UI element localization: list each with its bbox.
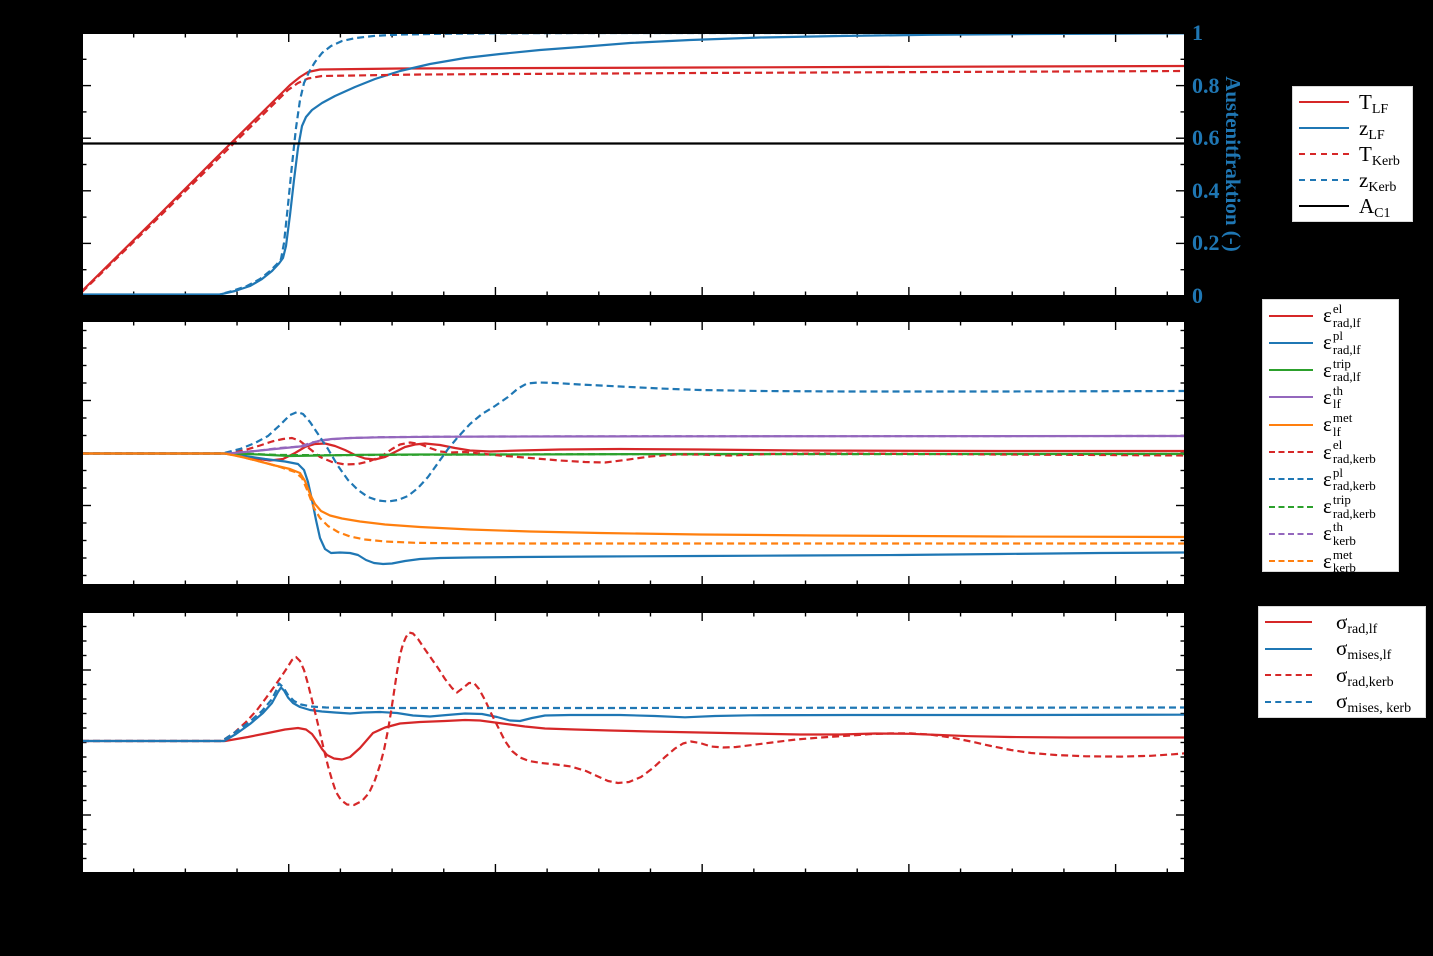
legend-label: ε trip rad,kerb [1323, 491, 1376, 521]
legend-entry: ε trip rad,kerb [1269, 493, 1392, 520]
legend-entry: T LF [1299, 89, 1406, 117]
legend-line-sample [1269, 341, 1313, 344]
series-z_LF [83, 34, 1184, 295]
right-axis-tick-label: 0.6 [1192, 125, 1220, 151]
legend-line-sample [1299, 205, 1349, 207]
legend-line-sample [1269, 560, 1313, 563]
legend-entry: σ mises,lf [1265, 636, 1419, 664]
legend-label: σ mises,lf [1336, 636, 1392, 664]
series-z_Kerb [83, 34, 1184, 295]
legend-entry: ε pl rad,lf [1269, 329, 1392, 356]
legend-line-sample [1265, 674, 1312, 677]
series-eps_trip_rad_kerb [83, 452, 1184, 457]
series-sigma_mises_lf [83, 686, 1184, 743]
legend-entry: A C1 [1299, 193, 1406, 221]
legend-entry: σ rad,kerb [1265, 662, 1419, 690]
right-axis-tick-label: 1 [1192, 20, 1203, 45]
legend-entry: ε th kerb [1269, 520, 1392, 547]
series-eps_pl_rad_lf [83, 452, 1184, 566]
series-eps_pl_rad_kerb [83, 381, 1184, 503]
legend-entry: ε met kerb [1269, 546, 1392, 576]
legend-label: ε el rad,kerb [1323, 437, 1376, 467]
legend-label: ε pl rad,lf [1323, 328, 1361, 357]
right-axis-tick-label: 0.4 [1192, 177, 1220, 203]
legend-line-sample [1269, 369, 1313, 372]
legend-line-sample [1269, 451, 1313, 454]
series-eps_th_kerb [83, 434, 1184, 455]
legend-middle: ε el rad,lf ε pl rad,lf ε trip rad,lf ε th lf ε met lf… [1262, 299, 1399, 576]
legend-line-sample [1265, 647, 1312, 650]
legend-entry: σ mises, kerb [1265, 689, 1419, 717]
legend-line-sample [1299, 179, 1349, 181]
legend-line-sample [1269, 505, 1313, 508]
legend-entry: ε el rad,kerb [1269, 438, 1392, 465]
legend-line-sample [1299, 153, 1349, 155]
legend-label: ε met lf [1323, 410, 1353, 439]
legend-label: ε met kerb [1323, 546, 1356, 576]
legend-label: ε th lf [1323, 382, 1343, 412]
legend-line-sample [1269, 532, 1313, 535]
legend-label: z Kerb [1359, 167, 1397, 195]
legend-label: ε th kerb [1323, 519, 1356, 548]
legend-label: σ mises, kerb [1336, 689, 1412, 717]
right-axis-tick-label: 0 [1192, 283, 1203, 308]
series-T_LF [83, 64, 1184, 292]
legend-top: T LF z LF T Kerb z Kerb A C1 [1292, 86, 1413, 222]
legend-line-sample [1269, 314, 1313, 317]
series-T_Kerb [83, 69, 1184, 293]
series-eps_el_rad_lf [83, 442, 1184, 462]
legend-label: z LF [1359, 115, 1385, 143]
series-eps_met_kerb [83, 452, 1184, 545]
legend-label: ε el rad,lf [1323, 301, 1361, 330]
plot-top [81, 32, 1186, 297]
plot-area-top [81, 32, 1186, 297]
plot-area-bottom [81, 611, 1186, 874]
right-axis-tick-label: 0.2 [1192, 230, 1220, 256]
legend-line-sample [1269, 396, 1313, 399]
legend-line-sample [1269, 423, 1313, 426]
series-sigma_mises_kerb [83, 682, 1184, 743]
legend-label: σ rad,lf [1336, 609, 1378, 637]
legend-bottom: σ rad,lf σ mises,lf σ rad,kerb σ mises, kerb [1258, 606, 1426, 718]
legend-line-sample [1299, 127, 1349, 129]
series-sigma_rad_kerb [83, 631, 1184, 807]
legend-label: σ rad,kerb [1336, 662, 1394, 690]
legend-label: A C1 [1359, 193, 1391, 221]
plot-bottom [81, 611, 1186, 874]
legend-label: T LF [1359, 89, 1389, 117]
legend-entry: ε met lf [1269, 411, 1392, 438]
legend-entry: σ rad,lf [1265, 609, 1419, 637]
legend-entry: ε el rad,lf [1269, 302, 1392, 329]
legend-label: T Kerb [1359, 141, 1400, 169]
legend-entry: ε pl rad,kerb [1269, 466, 1392, 493]
legend-label: ε trip rad,lf [1323, 355, 1361, 385]
legend-entry: z Kerb [1299, 167, 1406, 195]
legend-line-sample [1299, 101, 1349, 103]
legend-entry: z LF [1299, 115, 1406, 143]
legend-line-sample [1265, 700, 1312, 703]
legend-label: ε pl rad,kerb [1323, 464, 1376, 494]
right-axis-tick-label: 0.8 [1192, 72, 1220, 98]
legend-entry: ε th lf [1269, 384, 1392, 411]
plot-middle [81, 320, 1186, 586]
right-axis-title: Austenitfraktion (-) [1221, 76, 1245, 252]
legend-entry: T Kerb [1299, 141, 1406, 169]
legend-entry: ε trip rad,lf [1269, 355, 1392, 385]
legend-line-sample [1265, 621, 1312, 624]
legend-line-sample [1269, 478, 1313, 481]
